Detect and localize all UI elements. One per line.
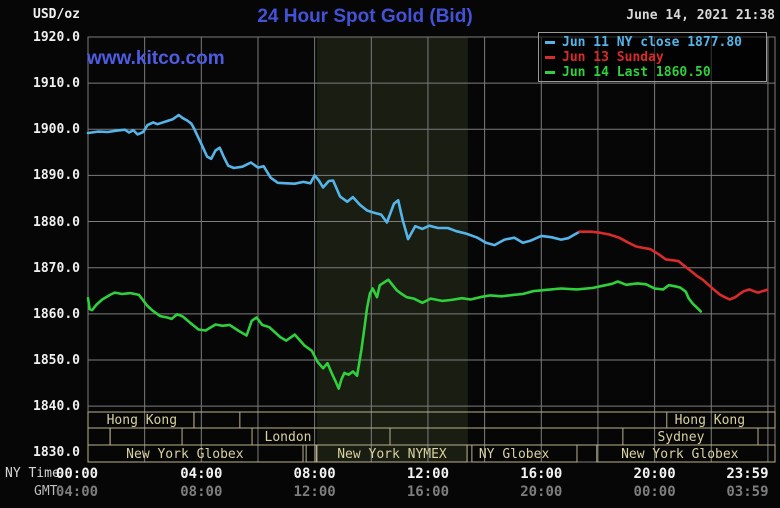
y-axis-tick-label: 1880.0: [33, 214, 80, 230]
legend-item-jun14: Jun 14 Last 1860.50: [545, 65, 766, 80]
chart-datetime: June 14, 2021 21:38: [626, 8, 775, 23]
y-axis-unit-label: USD/oz: [33, 7, 80, 22]
jun11-ny-close-line: [86, 113, 581, 247]
session-box: [316, 444, 468, 463]
gmt-axis-caption: GMT: [34, 484, 58, 499]
session-box: [87, 427, 111, 446]
session-label: Hong Kong: [675, 413, 745, 428]
nymex-session-band: [316, 37, 468, 462]
legend-item-label: Jun 11 NY close 1877.80: [562, 35, 743, 50]
y-axis-tick-label: 1850.0: [33, 352, 80, 368]
gmt-tick-label: 08:00: [180, 484, 223, 500]
jun11-line-swatch-icon: [545, 41, 555, 44]
legend-item-label: Jun 13 Sunday: [562, 50, 664, 65]
ny-time-tick-label: 00:00: [55, 466, 99, 482]
gmt-tick-label: 04:00: [55, 484, 99, 500]
y-axis-tick-label: 1860.0: [33, 306, 80, 322]
gmt-tick-label: 16:00: [406, 484, 450, 500]
gmt-tick-label: 20:00: [520, 484, 563, 500]
y-axis-tick-label: 1870.0: [33, 260, 80, 276]
gmt-tick-label: 03:59: [726, 484, 769, 500]
ny-time-axis-caption: NY Time: [5, 466, 60, 481]
ny-time-tick-label: 04:00: [180, 466, 223, 482]
y-axis-tick-label: 1840.0: [33, 399, 80, 415]
session-box: [596, 444, 776, 463]
session-label: New York Globex: [621, 447, 739, 462]
session-label: Hong Kong: [107, 413, 177, 428]
jun14-current-line: [86, 278, 703, 390]
chart-title: 24 Hour Spot Gold (Bid): [257, 6, 473, 27]
session-box: [471, 444, 578, 463]
session-box: [305, 444, 317, 463]
legend-item-jun13: Jun 13 Sunday: [545, 50, 766, 65]
jun14-line-swatch-icon: [545, 71, 555, 74]
session-label: London: [265, 430, 312, 445]
ny-time-tick-label: 16:00: [520, 466, 563, 482]
y-axis-tick-label: 1890.0: [33, 168, 80, 184]
y-axis-tick-label: 1900.0: [33, 122, 80, 138]
kitco-watermark-link[interactable]: www.kitco.com: [87, 48, 225, 69]
legend-item-label: Jun 14 Last 1860.50: [562, 65, 711, 80]
y-axis-tick-label: 1830.0: [33, 445, 80, 461]
legend-item-jun11: Jun 11 NY close 1877.80: [545, 35, 766, 50]
session-box: [109, 427, 183, 446]
legend-box: Jun 11 NY close 1877.80 Jun 13 Sunday Ju…: [538, 32, 767, 82]
gmt-tick-label: 00:00: [633, 484, 676, 500]
session-label: Sydney: [657, 430, 704, 445]
session-box: [193, 411, 241, 429]
y-axis-tick-label: 1910.0: [33, 76, 80, 92]
y-axis-tick-label: 1920.0: [33, 30, 80, 45]
ny-time-tick-label: 23:59: [726, 466, 769, 482]
gmt-tick-label: 12:00: [293, 484, 336, 500]
session-box: [87, 444, 304, 463]
ny-time-tick-label: 08:00: [293, 466, 336, 482]
ny-time-tick-label: 20:00: [633, 466, 676, 482]
jun13-line-swatch-icon: [545, 56, 555, 59]
ny-time-tick-label: 12:00: [406, 466, 450, 482]
jun13-sunday-line: [578, 230, 769, 301]
session-label: NY Globex: [479, 447, 550, 462]
session-label: New York Globex: [126, 447, 244, 462]
session-label: New York NYMEX: [337, 447, 447, 462]
